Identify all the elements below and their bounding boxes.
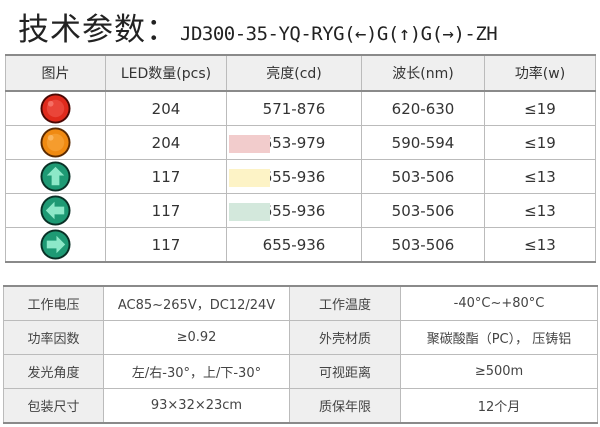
led-count-cell: 117 xyxy=(105,227,227,263)
info-value: 聚碳酸酯（PC）， 压铸铝 xyxy=(400,320,598,355)
header-image: 图片 xyxy=(5,54,106,92)
brightness-cell: 653-979 xyxy=(226,125,362,160)
brightness-cell: 655-936 xyxy=(226,159,362,194)
led-count-cell: 117 xyxy=(105,193,227,228)
red-full-ball-icon xyxy=(40,93,71,124)
info-label: 工作电压 xyxy=(3,285,104,321)
header-wavelength: 波长(nm) xyxy=(361,54,485,92)
brightness-cell: 655-936 xyxy=(226,227,362,263)
wavelength-cell: 503-506 xyxy=(361,159,485,194)
spec-header-row: 图片 LED数量(pcs) 亮度(cd) 波长(nm) 功率(w) xyxy=(5,54,596,92)
info-value: 93×32×23cm xyxy=(103,388,290,424)
table-row: 204 571-876 620-630 ≤19 xyxy=(5,90,596,126)
brightness-cell: 571-876 xyxy=(226,90,362,126)
power-cell: ≤19 xyxy=(484,90,596,126)
page-title: 技术参数： JD300-35-YQ-RYG(←)G(↑)G(→)-ZH xyxy=(18,4,498,48)
brightness-value: 653-979 xyxy=(262,133,326,152)
led-count-cell: 204 xyxy=(105,90,227,126)
spec-table: 图片 LED数量(pcs) 亮度(cd) 波长(nm) 功率(w) 204 xyxy=(5,54,596,263)
power-cell: ≤13 xyxy=(484,159,596,194)
color-swatch xyxy=(229,169,270,187)
header-led-count: LED数量(pcs) xyxy=(105,54,227,92)
title-model: JD300-35-YQ-RYG(←)G(↑)G(→)-ZH xyxy=(180,23,498,45)
color-swatch xyxy=(229,203,270,221)
green-left-arrow-icon xyxy=(40,195,71,226)
info-row: 包装尺寸 93×32×23cm 质保年限 12个月 xyxy=(3,388,598,424)
header-brightness: 亮度(cd) xyxy=(226,54,362,92)
brightness-value: 655-936 xyxy=(262,167,326,186)
info-label: 功率因数 xyxy=(3,320,104,355)
power-cell: ≤19 xyxy=(484,125,596,160)
brightness-value: 655-936 xyxy=(262,235,326,254)
info-label: 包装尺寸 xyxy=(3,388,104,424)
lamp-cell xyxy=(5,125,106,160)
info-row: 功率因数 ≥0.92 外壳材质 聚碳酸酯（PC）， 压铸铝 xyxy=(3,320,598,355)
brightness-cell: 655-936 xyxy=(226,193,362,228)
power-cell: ≤13 xyxy=(484,193,596,228)
lamp-cell xyxy=(5,90,106,126)
table-row: 117 655-936 503-506 ≤13 xyxy=(5,193,596,228)
info-label: 发光角度 xyxy=(3,354,104,389)
table-row: 117 655-936 503-506 ≤13 xyxy=(5,227,596,263)
green-up-arrow-icon xyxy=(40,161,71,192)
brightness-value: 655-936 xyxy=(262,201,326,220)
lamp-cell xyxy=(5,193,106,228)
color-swatch xyxy=(229,135,270,153)
info-label: 工作温度 xyxy=(289,285,401,321)
lamp-cell xyxy=(5,227,106,263)
table-row: 204 653-979 590-594 ≤19 xyxy=(5,125,596,160)
lamp-cell xyxy=(5,159,106,194)
info-value: ≥0.92 xyxy=(103,320,290,355)
info-row: 发光角度 左/右-30°，上/下-30° 可视距离 ≥500m xyxy=(3,354,598,389)
yellow-full-ball-icon xyxy=(40,127,71,158)
spec-table-container: 图片 LED数量(pcs) 亮度(cd) 波长(nm) 功率(w) 204 xyxy=(5,54,596,263)
led-count-cell: 117 xyxy=(105,159,227,194)
info-label: 可视距离 xyxy=(289,354,401,389)
wavelength-cell: 503-506 xyxy=(361,227,485,263)
header-power: 功率(w) xyxy=(484,54,596,92)
power-cell: ≤13 xyxy=(484,227,596,263)
info-label: 外壳材质 xyxy=(289,320,401,355)
wavelength-cell: 620-630 xyxy=(361,90,485,126)
info-row: 工作电压 AC85~265V，DC12/24V 工作温度 -40°C~+80°C xyxy=(3,285,598,321)
info-label: 质保年限 xyxy=(289,388,401,424)
title-prefix: 技术参数： xyxy=(18,12,178,48)
led-count-cell: 204 xyxy=(105,125,227,160)
info-value: AC85~265V，DC12/24V xyxy=(103,285,290,321)
wavelength-cell: 503-506 xyxy=(361,193,485,228)
info-value: 12个月 xyxy=(400,388,598,424)
brightness-value: 571-876 xyxy=(262,99,326,118)
info-value: ≥500m xyxy=(400,354,598,389)
info-table-container: 工作电压 AC85~265V，DC12/24V 工作温度 -40°C~+80°C… xyxy=(3,285,598,424)
info-value: -40°C~+80°C xyxy=(400,285,598,321)
table-row: 117 655-936 503-506 ≤13 xyxy=(5,159,596,194)
green-right-arrow-icon xyxy=(40,229,71,260)
info-value: 左/右-30°，上/下-30° xyxy=(103,354,290,389)
info-table: 工作电压 AC85~265V，DC12/24V 工作温度 -40°C~+80°C… xyxy=(3,285,598,424)
wavelength-cell: 590-594 xyxy=(361,125,485,160)
